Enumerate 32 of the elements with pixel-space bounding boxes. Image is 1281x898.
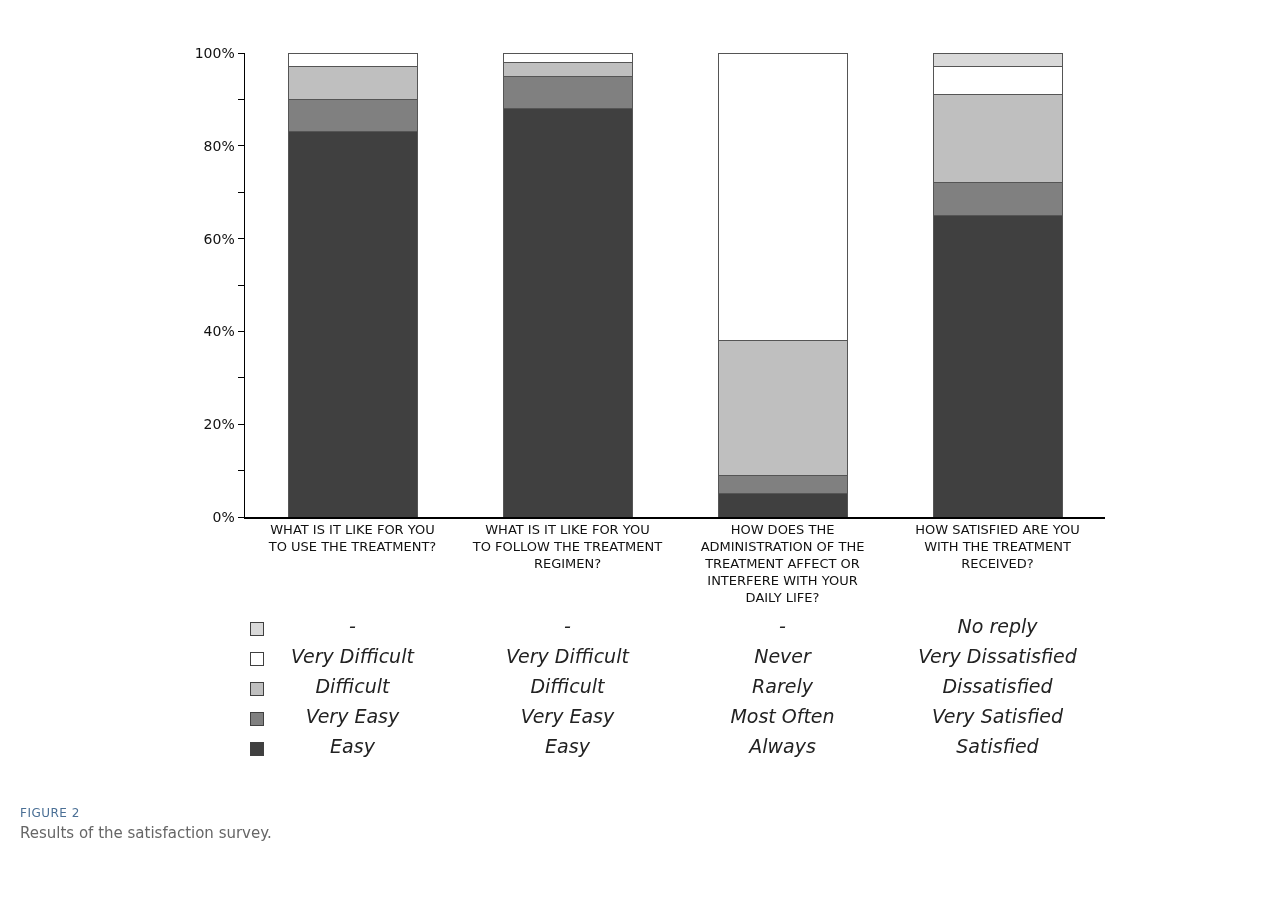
text: Easy [329,735,376,757]
y-tick-label: 20% [203,416,235,433]
x-tick-label: WHAT IS IT LIKE FOR YOU TO USE THE TREATMENT? [267,522,437,554]
text: Difficult [529,675,606,697]
x-tick-label: WHAT IS IT LIKE FOR YOU TO FOLLOW THE TREATMENT REGIMEN? [471,522,663,571]
text: - [778,615,787,637]
text: Rarely [751,675,814,697]
y-tick-label: 60% [203,230,235,247]
text: Most Often [729,705,836,727]
text: Results of the satisfaction survey. [20,824,272,842]
text: Dissatisfied [941,675,1054,697]
text: Difficult [314,675,391,697]
text: Never [753,645,813,667]
y-tick-label: 100% [194,44,235,61]
x-tick-label: HOW DOES THE ADMINISTRATION OF THE TREATMENT AFFECT OR INTERFERE WITH YOUR DAILY LIFE? [700,522,865,605]
text: Satisfied [955,735,1040,757]
text: No reply [956,615,1039,637]
text: Very Easy [519,705,616,727]
text: Always [747,735,817,757]
text: Easy [544,735,591,757]
y-tick-label: 0% [212,508,235,525]
text: Very Satisfied [931,705,1064,727]
text: Very Difficult [290,645,416,667]
text: Very Dissatisfied [917,645,1078,667]
y-tick-label: 80% [203,137,235,154]
text: - [563,615,572,637]
text: Very Difficult [505,645,631,667]
x-tick-label: HOW SATISFIED ARE YOU WITH THE TREATMENT RECEIVED? [915,522,1080,571]
text: Very Easy [304,705,401,727]
text: - [348,615,357,637]
text: FIGURE 2 [20,806,81,820]
y-tick-label: 40% [203,323,235,340]
